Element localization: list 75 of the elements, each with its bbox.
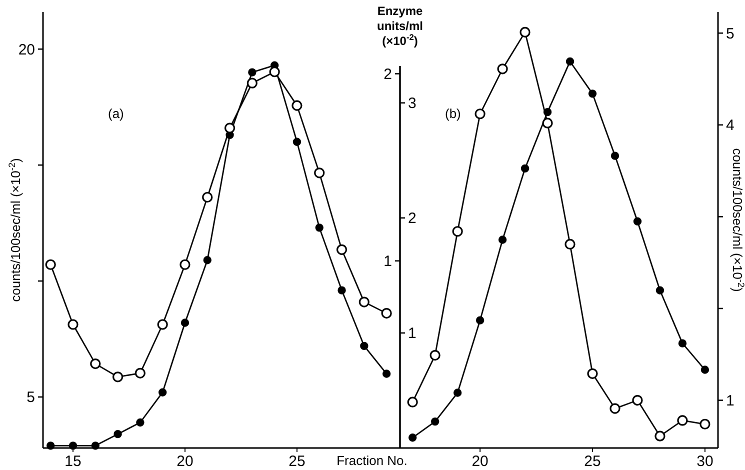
- point: [315, 224, 324, 232]
- point: [180, 318, 190, 327]
- point: [678, 339, 687, 348]
- x-axis-title: Fraction No.: [336, 453, 408, 468]
- point: [90, 358, 101, 370]
- point: [358, 296, 370, 308]
- point: [203, 256, 212, 264]
- point: [158, 388, 167, 396]
- point: [700, 418, 710, 430]
- y-tick-label: 2: [408, 210, 416, 228]
- point: [656, 286, 664, 294]
- point: [633, 217, 642, 226]
- point: [498, 236, 507, 244]
- point: [474, 108, 486, 120]
- point: [180, 259, 190, 270]
- point: [408, 434, 417, 442]
- point: [224, 122, 236, 134]
- point: [587, 368, 598, 379]
- point: [407, 396, 418, 408]
- point: [269, 66, 280, 78]
- point: [564, 238, 576, 250]
- point: [381, 308, 392, 319]
- point: [292, 100, 302, 111]
- point: [202, 192, 213, 203]
- point: [292, 138, 302, 146]
- point: [382, 370, 391, 378]
- y2-tick-label: 5: [726, 25, 734, 42]
- y2-tick-label: 1: [726, 392, 734, 410]
- point: [246, 78, 258, 88]
- point: [677, 415, 688, 426]
- y2-tick-label: 1: [384, 253, 392, 270]
- point: [632, 394, 643, 406]
- y-tick-label: 3: [408, 95, 416, 112]
- point: [520, 164, 530, 173]
- point: [430, 350, 440, 361]
- point: [453, 388, 462, 397]
- x-tick-label: 25: [288, 453, 306, 470]
- point: [360, 342, 368, 350]
- point: [134, 368, 146, 378]
- point: [542, 118, 553, 128]
- point: [136, 418, 144, 427]
- point: [248, 68, 256, 76]
- annotation: (b): [445, 106, 461, 121]
- point: [157, 319, 168, 330]
- point: [338, 286, 346, 294]
- point: [336, 244, 348, 255]
- y-tick-label: 1: [408, 325, 416, 342]
- point: [476, 316, 484, 324]
- point: [566, 57, 574, 66]
- y2-tick-label: 4: [726, 117, 734, 134]
- x-tick-label: 25: [584, 453, 601, 470]
- point: [314, 168, 325, 178]
- x-tick-label: 30: [696, 453, 714, 470]
- annotation: (a): [108, 106, 124, 121]
- point: [520, 26, 530, 38]
- point: [497, 64, 508, 74]
- point: [46, 442, 55, 450]
- x-tick-label: 15: [64, 453, 82, 470]
- point: [68, 442, 78, 450]
- x-tick-label: 20: [176, 453, 194, 470]
- y2-axis-title: Enzyme units/ml (×10$^{-2}$): [376, 4, 424, 48]
- y2-tick-label: 2: [384, 66, 392, 83]
- x-tick-label: 20: [472, 453, 488, 470]
- point: [588, 90, 597, 98]
- point: [68, 319, 78, 330]
- point: [45, 259, 56, 270]
- point: [91, 442, 100, 450]
- point: [700, 366, 710, 374]
- point: [610, 403, 620, 414]
- point: [112, 372, 124, 382]
- point: [452, 226, 463, 237]
- point: [654, 430, 666, 442]
- point: [610, 152, 620, 160]
- point: [114, 430, 122, 438]
- point: [430, 417, 440, 426]
